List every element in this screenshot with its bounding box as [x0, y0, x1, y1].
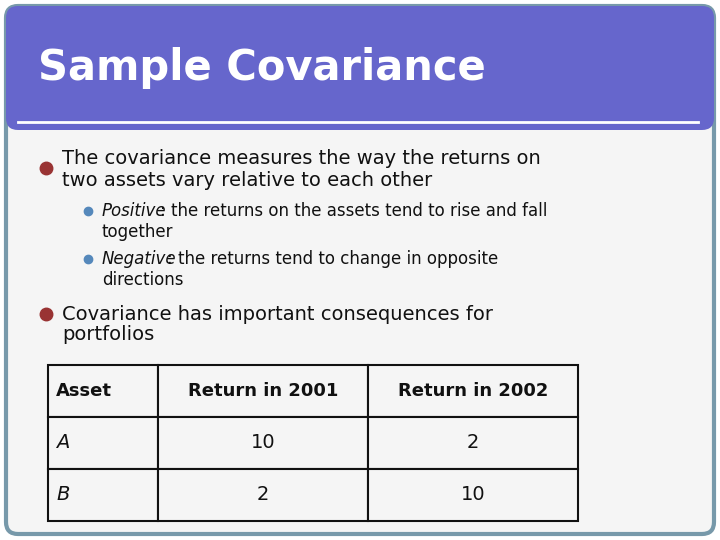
- Bar: [368, 469, 578, 521]
- Text: : the returns on the assets tend to rise and fall: : the returns on the assets tend to rise…: [160, 202, 547, 220]
- Bar: [48, 469, 158, 521]
- Text: A: A: [56, 434, 69, 453]
- Text: 10: 10: [461, 485, 485, 504]
- Text: together: together: [102, 223, 174, 241]
- Text: Positive: Positive: [102, 202, 166, 220]
- Bar: [48, 365, 158, 417]
- Text: Return in 2002: Return in 2002: [398, 382, 548, 400]
- Bar: [158, 365, 368, 417]
- Text: : the returns tend to change in opposite: : the returns tend to change in opposite: [167, 250, 498, 268]
- Bar: [368, 365, 578, 417]
- Text: The covariance measures the way the returns on: The covariance measures the way the retu…: [62, 150, 541, 168]
- Text: portfolios: portfolios: [62, 326, 154, 345]
- Bar: [368, 417, 578, 469]
- Text: 2: 2: [257, 485, 269, 504]
- Text: B: B: [56, 485, 69, 504]
- Text: Covariance has important consequences for: Covariance has important consequences fo…: [62, 305, 493, 323]
- Text: Negative: Negative: [102, 250, 176, 268]
- Bar: [158, 417, 368, 469]
- Text: 10: 10: [251, 434, 275, 453]
- Text: Return in 2001: Return in 2001: [188, 382, 338, 400]
- Text: two assets vary relative to each other: two assets vary relative to each other: [62, 171, 432, 190]
- Text: Sample Covariance: Sample Covariance: [38, 47, 486, 89]
- Text: 2: 2: [467, 434, 480, 453]
- FancyBboxPatch shape: [6, 6, 714, 130]
- FancyBboxPatch shape: [6, 6, 714, 534]
- Text: directions: directions: [102, 271, 184, 289]
- Bar: [18, 68, 702, 118]
- Text: Asset: Asset: [56, 382, 112, 400]
- Bar: [48, 417, 158, 469]
- Bar: [158, 469, 368, 521]
